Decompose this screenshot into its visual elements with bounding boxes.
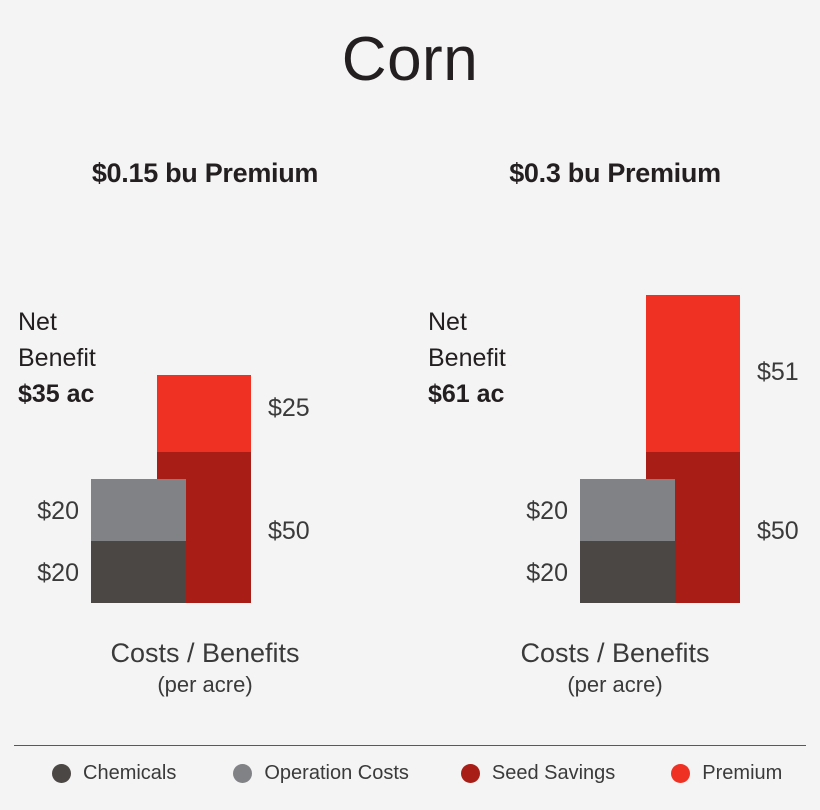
legend-swatch-operation-costs [233, 764, 253, 783]
legend-item-premium: Premium [671, 762, 782, 785]
panel-premium-03: $0.3 bu Premium Net Benefit $61 ac $51 $… [410, 0, 820, 810]
bar-segment-chemicals [580, 541, 675, 603]
value-label-seed-savings: $50 [268, 517, 310, 545]
value-label-premium: $25 [268, 394, 310, 422]
axis-caption-main: Costs / Benefits [110, 638, 300, 668]
axis-caption-sub: (per acre) [157, 672, 253, 697]
legend-swatch-premium [671, 764, 691, 783]
page-title: Corn [341, 25, 479, 94]
legend-label: Seed Savings [491, 762, 616, 784]
bar-segment-operation-costs [91, 479, 186, 541]
axis-caption-sub: (per acre) [567, 672, 663, 697]
net-benefit-label: Net Benefit [18, 308, 96, 372]
value-label-operation-costs: $20 [37, 497, 79, 525]
chart-legend: Chemicals Operation Costs Seed Savings P… [0, 762, 820, 785]
net-benefit-value: $61 ac [428, 380, 505, 408]
legend-item-seed-savings: Seed Savings [460, 762, 616, 785]
bar-segment-premium [646, 295, 740, 452]
axis-caption: Costs / Benefits (per acre) [0, 636, 410, 700]
value-label-premium: $51 [757, 358, 799, 386]
legend-swatch-seed-savings [460, 764, 480, 783]
plot-area: $25 $50 $20 $20 [37, 375, 310, 603]
legend-swatch-chemicals [52, 764, 71, 783]
value-label-seed-savings: $50 [757, 517, 799, 545]
net-benefit-value: $35 ac [18, 380, 95, 408]
bar-segment-operation-costs [580, 479, 675, 541]
panel-premium-015: $0.15 bu Premium Net Benefit $35 ac $25 … [0, 158, 410, 700]
value-label-chemicals: $20 [526, 559, 568, 587]
legend-label: Chemicals [83, 762, 177, 784]
panel-title: $0.15 bu Premium [91, 158, 319, 188]
net-benefit-annotation: Net Benefit $35 ac [18, 268, 96, 448]
bar-segment-premium [157, 375, 251, 452]
axis-caption: Costs / Benefits (per acre) [410, 636, 820, 700]
plot-area: $51 $50 $20 $20 [410, 0, 820, 810]
value-label-operation-costs: $20 [526, 497, 568, 525]
value-label-chemicals: $20 [37, 559, 79, 587]
legend-divider [14, 745, 806, 746]
legend-item-chemicals: Chemicals [52, 762, 176, 785]
legend-label: Premium [702, 762, 783, 784]
axis-caption-main: Costs / Benefits [520, 638, 710, 668]
bar-segment-chemicals [91, 541, 186, 603]
net-benefit-label: Net Benefit [428, 308, 506, 372]
legend-label: Operation Costs [264, 762, 409, 784]
net-benefit-annotation: Net Benefit $61 ac [428, 268, 506, 448]
panel-title: $0.3 bu Premium [509, 158, 721, 188]
legend-item-operation-costs: Operation Costs [233, 762, 409, 785]
